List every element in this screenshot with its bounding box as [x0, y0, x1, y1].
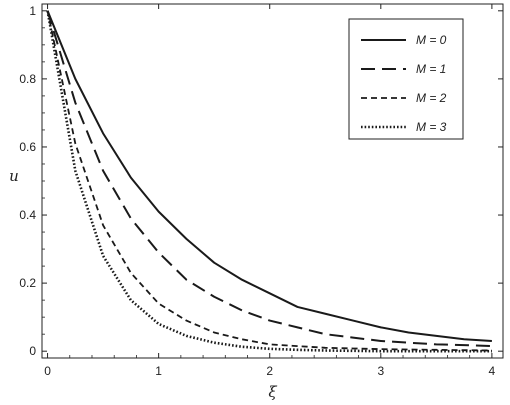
legend-label-2: M = 2: [416, 91, 447, 105]
x-tick-label: 4: [489, 364, 496, 378]
y-axis-ticks: 0 0.2 0.4 0.6 0.8 1: [19, 4, 503, 358]
legend-label-0: M = 0: [416, 33, 447, 47]
x-tick-label: 1: [155, 364, 162, 378]
x-axis-ticks: 0 1 2 3 4: [44, 4, 496, 378]
y-tick-label: 0.2: [19, 276, 36, 290]
x-axis-label: ξ: [268, 383, 277, 401]
x-tick-label: 2: [266, 364, 273, 378]
series-line-1: [46, 10, 492, 348]
y-tick-label: 0.4: [19, 208, 36, 222]
y-tick-label: 0.6: [19, 140, 36, 154]
y-tick-label: 1: [29, 4, 36, 18]
legend: M = 0 M = 1 M = 2 M = 3: [348, 18, 464, 140]
x-tick-label: 0: [44, 364, 51, 378]
series-line-0: [46, 10, 492, 342]
series-group: [46, 10, 492, 353]
x-tick-label: 3: [377, 364, 384, 378]
y-tick-label: 0: [29, 344, 36, 358]
legend-label-1: M = 1: [416, 62, 446, 76]
y-tick-label: 0.8: [19, 72, 36, 86]
y-axis-label: u: [9, 167, 19, 185]
legend-label-3: M = 3: [416, 120, 447, 134]
